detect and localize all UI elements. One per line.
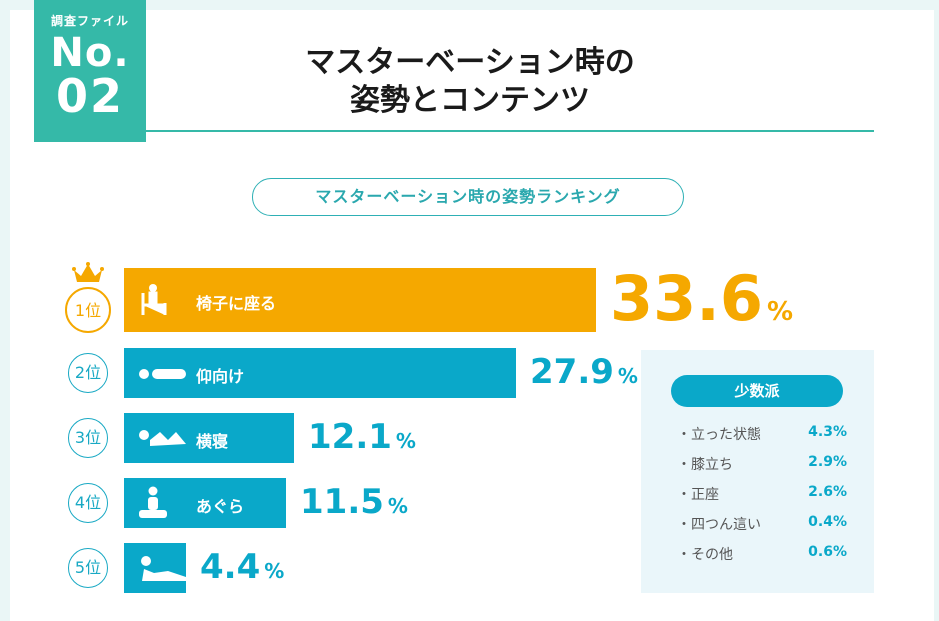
data-label-unit: %	[387, 493, 408, 518]
bar	[124, 543, 186, 593]
rank-badge: 1位	[65, 287, 111, 333]
bar	[124, 413, 294, 463]
minority-item: ・立った状態 4.3%	[677, 424, 847, 444]
chair-sitting-icon	[138, 283, 172, 321]
data-label-unit: %	[617, 363, 638, 388]
data-label-value: 12.1	[308, 416, 392, 457]
badge-caption: 調査ファイル	[50, 14, 129, 28]
minority-item-name: ・立った状態	[677, 427, 761, 443]
page-title-line-1: マスターベーション時の	[305, 45, 635, 80]
minority-item-value: 2.9%	[808, 454, 847, 470]
minority-item-value: 2.6%	[808, 484, 847, 500]
badge-number: 02	[55, 69, 124, 123]
rank-badge: 2位	[68, 353, 108, 393]
minority-item: ・四つん這い 0.4%	[677, 514, 847, 534]
rank-badge: 4位	[68, 483, 108, 523]
minority-panel: 少数派 ・立った状態 4.3% ・膝立ち 2.9% ・正座 2.6% ・四つん這い 0.4% ・…	[641, 350, 874, 593]
minority-title: 少数派	[671, 375, 843, 407]
crown-icon	[72, 262, 104, 288]
minority-item-value: 0.6%	[808, 544, 847, 560]
data-label-unit: %	[766, 296, 794, 327]
face-down-icon	[138, 555, 188, 585]
bar-label: 椅子に座る	[196, 294, 277, 313]
rank-badge: 5位	[68, 548, 108, 588]
bar-label: うつ伏せ	[196, 562, 261, 581]
minority-item: ・膝立ち 2.9%	[677, 454, 847, 474]
rank-badge: 3位	[68, 418, 108, 458]
bar	[124, 268, 596, 332]
data-label-unit: %	[264, 558, 285, 583]
chart-subtitle: マスターベーション時の姿勢ランキング	[252, 178, 684, 216]
bar-label: 横寝	[196, 432, 229, 451]
data-label: 12.1%	[308, 417, 416, 457]
data-label: 27.9%	[530, 352, 638, 392]
badge-no-label: No.	[50, 30, 130, 76]
data-label-value: 11.5	[300, 481, 384, 522]
data-label-value: 4.4	[200, 546, 261, 587]
page-title: マスターベーション時の 姿勢とコンテンツ	[250, 44, 690, 120]
bar	[124, 348, 516, 398]
lying-on-back-icon	[138, 366, 188, 385]
minority-item-value: 0.4%	[808, 514, 847, 530]
data-label-value: 33.6	[610, 261, 763, 335]
title-underline	[146, 130, 874, 132]
lying-on-side-icon	[138, 426, 188, 454]
minority-item-name: ・正座	[677, 487, 719, 503]
data-label: 4.4%	[200, 547, 284, 587]
minority-item-value: 4.3%	[808, 424, 847, 440]
data-label-unit: %	[395, 428, 416, 453]
cross-legged-icon	[138, 486, 168, 524]
bar-label: 仰向け	[196, 367, 245, 386]
minority-item: ・その他 0.6%	[677, 544, 847, 564]
minority-item-name: ・四つん這い	[677, 517, 761, 533]
page-title-line-2: 姿勢とコンテンツ	[350, 83, 590, 118]
data-label-value: 27.9	[530, 351, 614, 392]
minority-item: ・正座 2.6%	[677, 484, 847, 504]
file-number-badge: 調査ファイル No. 02	[34, 0, 146, 142]
bar-label: あぐら	[196, 497, 245, 516]
minority-item-name: ・その他	[677, 547, 733, 563]
data-label: 33.6%	[610, 262, 793, 335]
minority-item-name: ・膝立ち	[677, 457, 733, 473]
data-label: 11.5%	[300, 482, 408, 522]
